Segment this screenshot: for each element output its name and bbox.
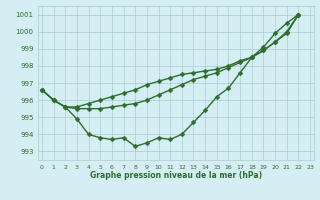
X-axis label: Graphe pression niveau de la mer (hPa): Graphe pression niveau de la mer (hPa)	[90, 171, 262, 180]
